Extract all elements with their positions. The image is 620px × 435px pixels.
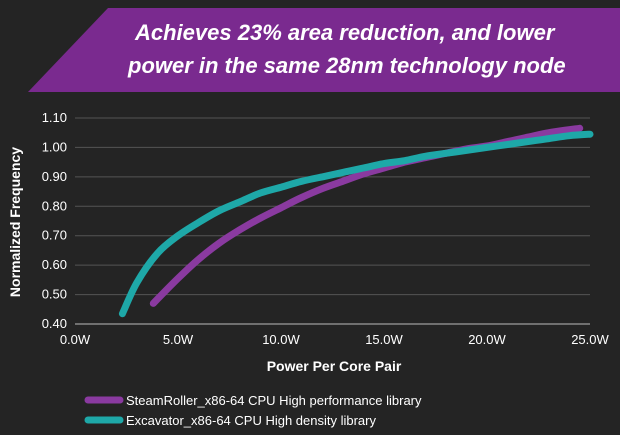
- x-axis-title: Power Per Core Pair: [267, 358, 402, 374]
- series-line-1: [149, 124, 584, 307]
- title-banner: [28, 8, 620, 92]
- x-tick-label: 5.0W: [163, 332, 194, 347]
- banner-line-1: Achieves 23% area reduction, and lower: [134, 20, 556, 45]
- y-tick-label: 0.90: [42, 169, 67, 184]
- y-tick-label: 1.10: [42, 110, 67, 125]
- y-tick-label: 0.60: [42, 257, 67, 272]
- legend: SteamRoller_x86-64 CPU High performance …: [84, 393, 422, 428]
- banner-line-2: power in the same 28nm technology node: [127, 53, 566, 78]
- legend-label: SteamRoller_x86-64 CPU High performance …: [126, 393, 422, 408]
- x-tick-label: 25.0W: [571, 332, 609, 347]
- x-axis-tick-labels: 0.0W 5.0W 10.0W 15.0W 20.0W 25.0W: [60, 332, 610, 347]
- series-lines: [118, 124, 594, 318]
- y-tick-label: 0.50: [42, 287, 67, 302]
- y-tick-label: 1.00: [42, 139, 67, 154]
- series-line-2: [118, 130, 594, 318]
- x-tick-label: 15.0W: [365, 332, 403, 347]
- y-tick-label: 0.70: [42, 228, 67, 243]
- x-tick-label: 10.0W: [262, 332, 300, 347]
- legend-label: Excavator_x86-64 CPU High density librar…: [126, 413, 376, 428]
- x-tick-label: 20.0W: [468, 332, 506, 347]
- y-axis-tick-labels: 0.40 0.50 0.60 0.70 0.80 0.90 1.00 1.10: [42, 110, 67, 331]
- y-axis-title: Normalized Frequency: [7, 147, 23, 297]
- y-tick-label: 0.80: [42, 198, 67, 213]
- y-tick-label: 0.40: [42, 316, 67, 331]
- x-tick-label: 0.0W: [60, 332, 91, 347]
